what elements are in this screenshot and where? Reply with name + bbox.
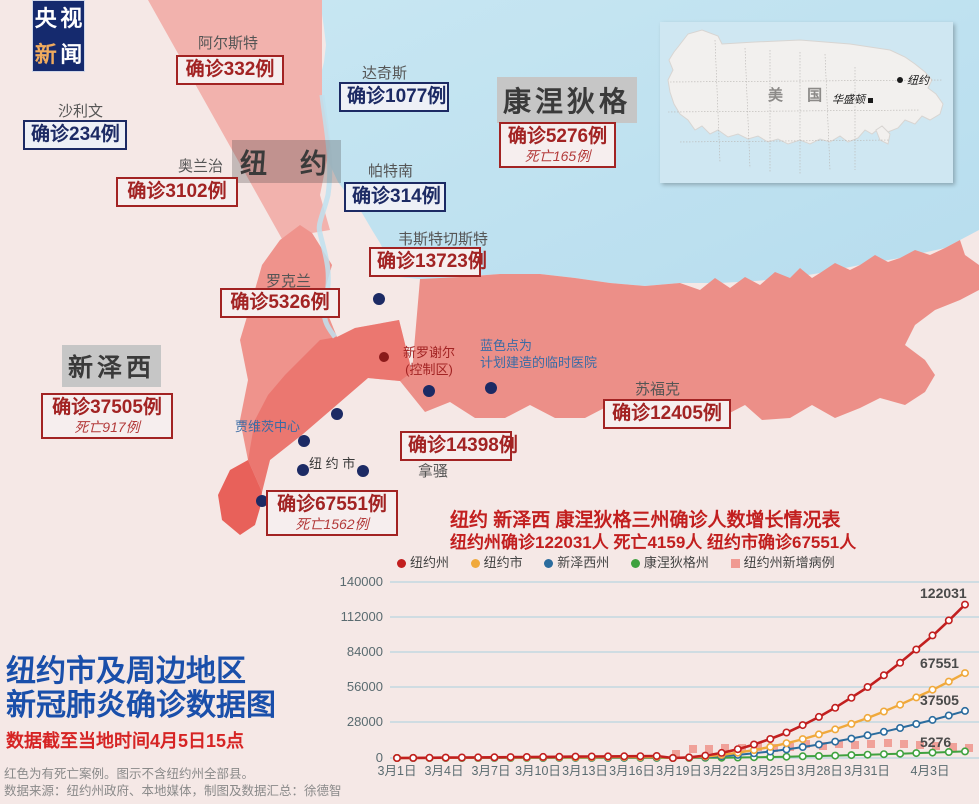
svg-text:美 国: 美 国 xyxy=(768,86,832,104)
svg-text:纽约: 纽约 xyxy=(907,74,930,87)
svg-text:华盛顿: 华盛顿 xyxy=(832,93,867,106)
